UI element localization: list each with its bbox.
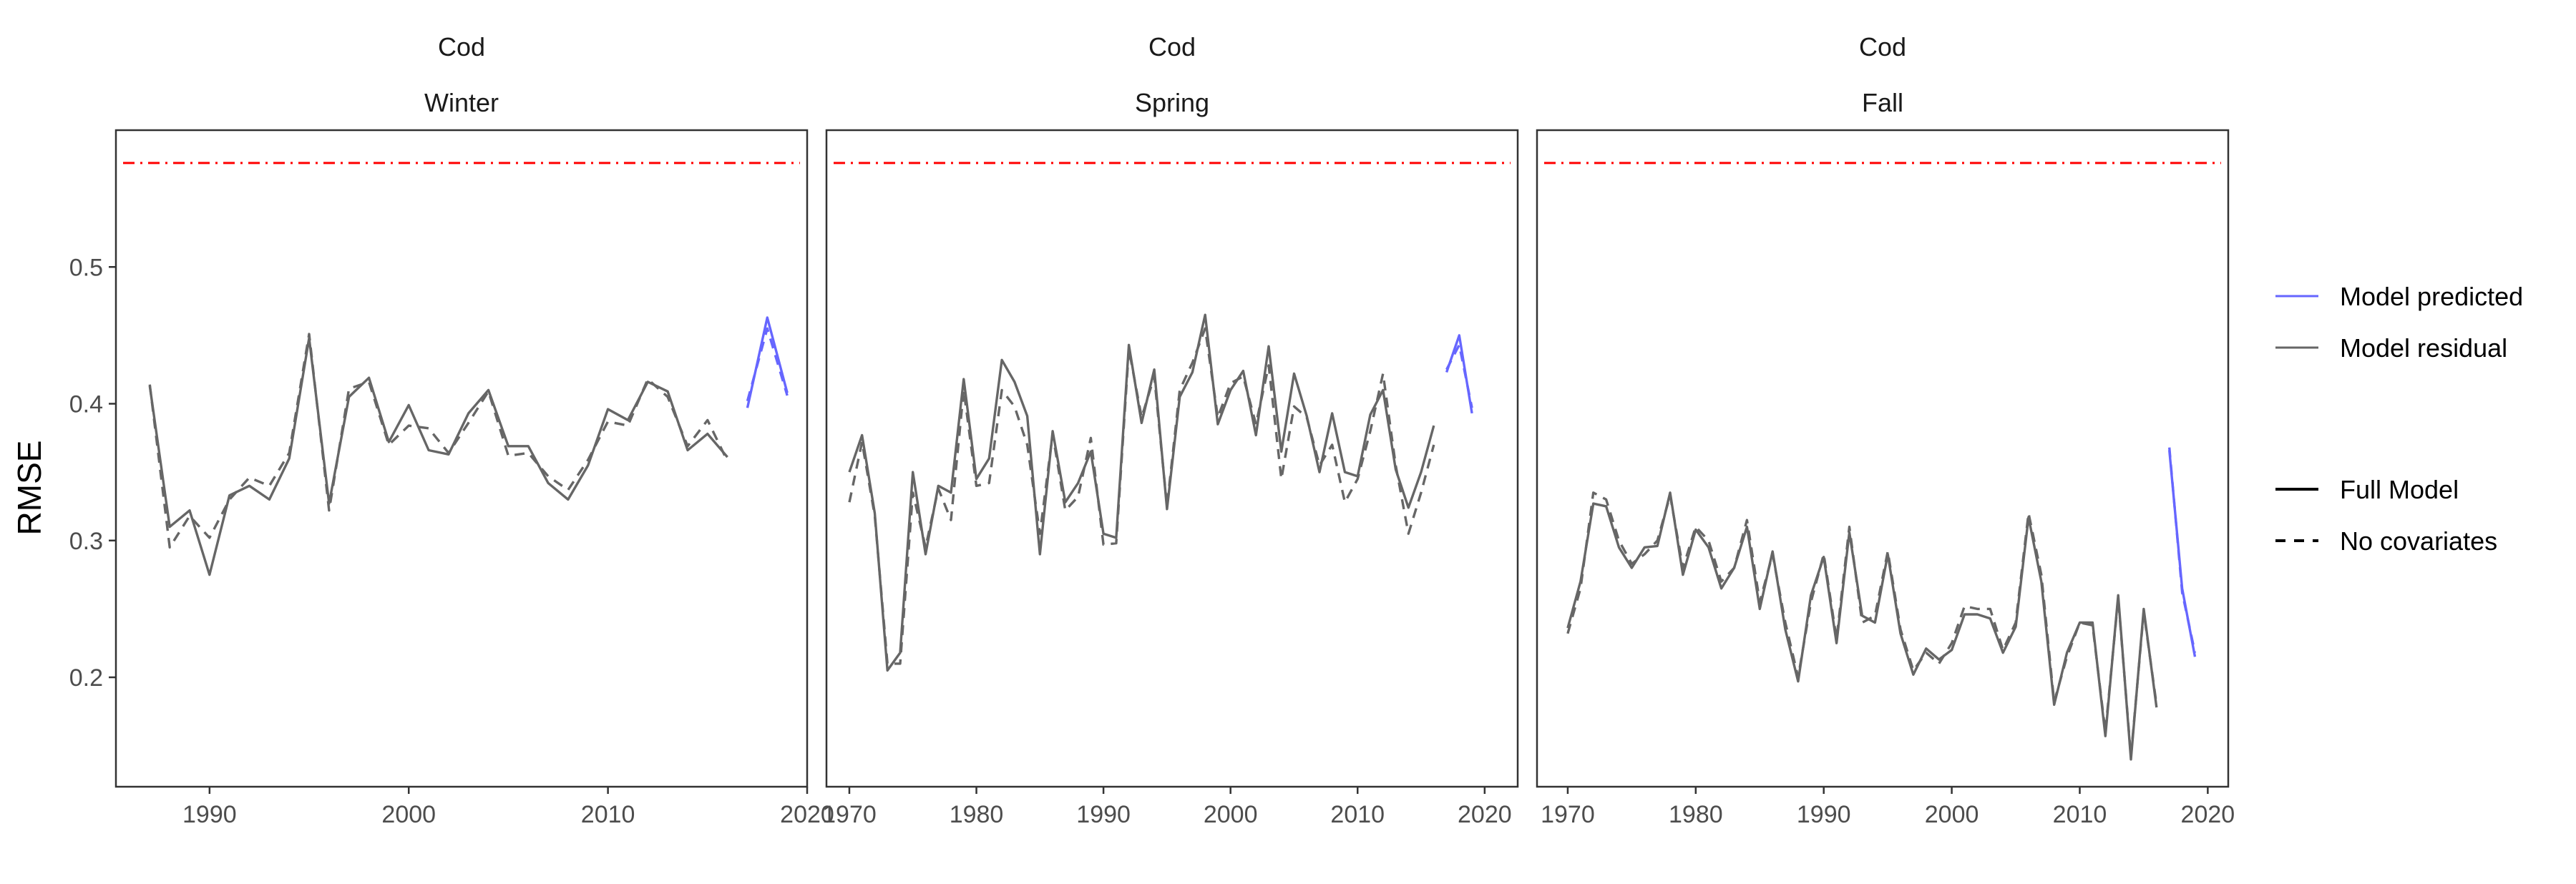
panels-layer: 1990 2000 2010 2020 0.2 0.3 0.4 0.5 1970 1980 1990… (69, 129, 2235, 828)
x-tick-label-2-2010: 2010 (1330, 801, 1385, 828)
series-residual-full-model-2 (848, 313, 1435, 672)
panel-border-2 (825, 129, 1519, 788)
panel-3-series (1566, 447, 2197, 761)
y-axis-title: RMSE (11, 441, 48, 536)
facet-title-top-3: Cod (1859, 32, 1906, 62)
x-tick-label-3-2010: 2010 (2053, 801, 2107, 828)
x-tick-label-3-1970: 1970 (1541, 801, 1595, 828)
y-tick-label-0.2: 0.2 (69, 664, 103, 692)
legend-label-no-covariates: No covariates (2340, 526, 2497, 556)
x-tick-label-2-1990: 1990 (1076, 801, 1131, 828)
x-tick-label-1-2010: 2010 (581, 801, 635, 828)
x-tick-label-2-1980: 1980 (950, 801, 1004, 828)
series-residual-no-covariates-1 (148, 333, 729, 549)
x-tick-label-1-1990: 1990 (182, 801, 237, 828)
series-predicted-full-model-2 (1445, 334, 1473, 414)
x-tick-label-2-2020: 2020 (1458, 801, 1512, 828)
panel-border-1 (114, 129, 809, 788)
legend-label-model-residual: Model residual (2340, 333, 2507, 363)
x-tick-label-2-2000: 2000 (1204, 801, 1258, 828)
facet-title-bottom-1: Winter (424, 88, 499, 117)
series-predicted-full-model-3 (2168, 450, 2197, 657)
legend: Model predicted Model residual Full Mode… (2275, 282, 2523, 556)
x-tick-label-3-2000: 2000 (1925, 801, 1979, 828)
panel-1: 1990 2000 2010 2020 0.2 0.3 0.4 0.5 (69, 129, 834, 828)
x-tick-label-1-2020: 2020 (780, 801, 834, 828)
facet-title-bottom-2: Spring (1135, 88, 1209, 117)
series-residual-full-model-3 (1566, 491, 2158, 761)
panel-1-series (148, 316, 789, 576)
x-tick-label-2-1970: 1970 (822, 801, 877, 828)
x-tick-label-3-2020: 2020 (2181, 801, 2235, 828)
x-tick-label-3-1990: 1990 (1797, 801, 1851, 828)
panel-border-3 (1536, 129, 2230, 788)
y-tick-label-0.3: 0.3 (69, 528, 103, 555)
panel-3: 1970 1980 1990 2000 2010 2020 (1536, 129, 2235, 828)
y-tick-label-0.5: 0.5 (69, 254, 103, 281)
panel-2-series (848, 313, 1473, 672)
y-tick-label-0.4: 0.4 (69, 391, 103, 418)
legend-label-full-model: Full Model (2340, 475, 2459, 504)
facet-title-top-1: Cod (438, 32, 485, 62)
legend-label-model-predicted: Model predicted (2340, 282, 2523, 311)
series-residual-no-covariates-2 (848, 327, 1435, 665)
series-residual-full-model-1 (148, 337, 728, 576)
panel-2: 1970 1980 1990 2000 2010 2020 (822, 129, 1519, 828)
x-tick-label-1-2000: 2000 (381, 801, 436, 828)
facet-title-bottom-3: Fall (1862, 88, 1903, 117)
x-tick-label-3-1980: 1980 (1669, 801, 1723, 828)
series-predicted-full-model-1 (746, 316, 789, 408)
facet-title-top-2: Cod (1148, 32, 1196, 62)
